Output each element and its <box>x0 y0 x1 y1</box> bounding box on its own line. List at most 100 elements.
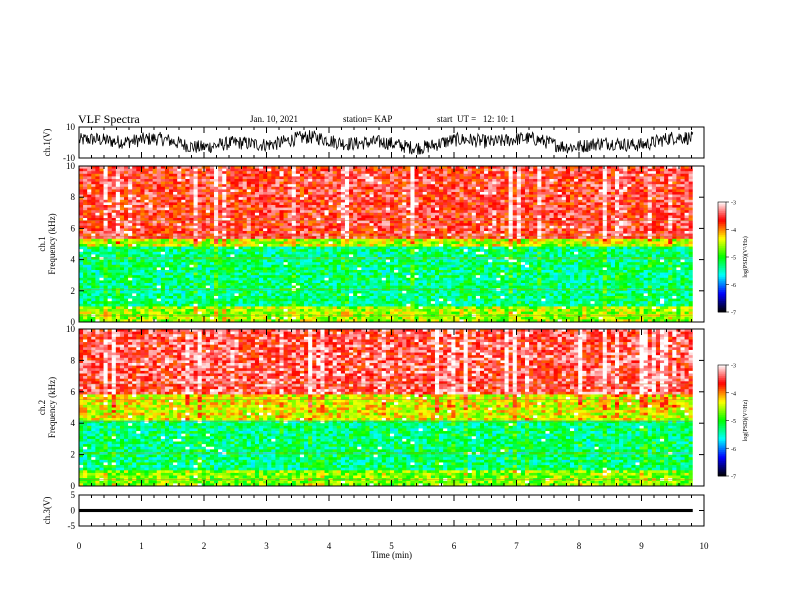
ch1-spectrogram-cell <box>394 225 399 229</box>
ch1-spectrogram-cell <box>250 192 256 195</box>
ch1-spectrogram-cell <box>369 179 374 182</box>
ch1-spectrogram-cell <box>684 197 689 201</box>
ch1-spectrogram-cell <box>124 231 129 234</box>
ch1-spectrogram-cell <box>353 173 358 177</box>
ch1-spectrogram-cell <box>214 228 219 232</box>
ch1-spectrogram-cell <box>643 192 649 195</box>
ch1-spectrogram-cell <box>246 238 252 242</box>
ch1-spectrogram-cell <box>451 241 456 245</box>
ch1-spectrogram-cell <box>586 238 591 242</box>
ch1-spectrogram-cell <box>414 192 419 195</box>
ch1-spectrogram-cell <box>177 181 182 185</box>
ch1-spectrogram-cell <box>320 246 325 250</box>
ch1-spectrogram-cell <box>185 228 190 232</box>
ch1-spectrogram-cell <box>218 179 223 182</box>
ch1-spectrogram-cell <box>385 207 391 211</box>
ch1-spectrogram-cell <box>373 236 378 240</box>
ch1-spectrogram-cell <box>275 212 280 216</box>
ch1-spectrogram-cell <box>504 236 509 240</box>
ch1-spectrogram-cell <box>443 233 448 237</box>
ch1-spectrogram-cell <box>639 210 644 214</box>
ch1-spectrogram-cell <box>361 215 366 219</box>
ch1-spectrogram-cell <box>545 220 550 224</box>
ch1-spectrogram-cell <box>664 202 669 206</box>
ch1-spectrogram-cell <box>299 241 305 245</box>
ch1-spectrogram-cell <box>312 215 317 219</box>
ch1-spectrogram-cell <box>533 215 538 219</box>
ch1-spectrogram-cell <box>304 241 309 245</box>
ch1-spectrogram-cell <box>508 197 514 201</box>
ch1-spectrogram-cell <box>291 244 297 247</box>
ch1-spectrogram-cell <box>406 228 411 232</box>
ch1-spectrogram-cell <box>373 186 378 190</box>
ch1-spectrogram-cell <box>99 186 104 190</box>
ch1-spectrogram-cell <box>664 220 669 224</box>
ch1-spectrogram-cell <box>496 220 501 224</box>
ch1-spectrogram-cell <box>447 168 452 172</box>
ch1-spectrogram-cell <box>144 189 149 193</box>
ch1-spectrogram-cell <box>545 176 550 180</box>
ch1-spectrogram-cell <box>664 192 669 195</box>
ch1-spectrogram-cell <box>287 207 293 211</box>
ch1-spectrogram-cell <box>279 199 284 203</box>
ch1-spectrogram-cell <box>324 238 329 242</box>
ch1-spectrogram-cell <box>218 215 223 219</box>
ch1-spectrogram-cell <box>299 176 305 180</box>
ch1-spectrogram-cell <box>471 197 477 201</box>
ch1-spectrogram-cell <box>471 166 477 169</box>
ch1-spectrogram-cell <box>275 231 280 234</box>
ch1-spectrogram-cell <box>389 184 395 188</box>
ch1-spectrogram-cell <box>524 184 530 188</box>
ch1-spectrogram-cell <box>107 199 113 203</box>
ch1-spectrogram-cell <box>353 179 358 182</box>
ch1-spectrogram-cell <box>361 236 366 240</box>
ch1-spectrogram-cell <box>209 197 215 201</box>
ch1-spectrogram-cell <box>164 192 170 195</box>
ch1-spectrogram-cell <box>344 233 350 237</box>
ch1-spectrogram-cell <box>238 220 243 224</box>
ch1-spectrogram-cell <box>463 168 469 172</box>
ch1-spectrogram-cell <box>340 207 346 211</box>
ch1-spectrogram-cell <box>619 238 624 242</box>
ch1-spectrogram-cell <box>193 205 198 208</box>
ch1-spectrogram-cell <box>336 173 342 177</box>
ch1-spectrogram-cell <box>430 173 436 177</box>
ch1-spectrogram-cell <box>304 186 309 190</box>
ch1-spectrogram-cell <box>148 207 153 211</box>
ch1-spectrogram-cell <box>578 236 583 240</box>
ch1-spectrogram-cell <box>185 205 190 208</box>
ch1-spectrogram-cell <box>263 166 268 169</box>
ch1-spectrogram-cell <box>169 212 174 216</box>
ch1-spectrogram-cell <box>369 246 374 250</box>
ch1-spectrogram-cell <box>655 246 661 250</box>
ch1-spectrogram-cell <box>459 241 464 245</box>
ch1-spectrogram-cell <box>631 218 636 221</box>
ch1-spectrogram-cell <box>156 184 162 188</box>
ch1-spectrogram-cell <box>238 233 243 237</box>
ch1-spectrogram-cell <box>136 233 141 237</box>
ch1-spectrogram-cell <box>574 233 579 237</box>
ch1-spectrogram-cell <box>398 244 403 247</box>
ch1-spectrogram-cell <box>214 241 219 245</box>
ch1-spectrogram-cell <box>467 215 473 219</box>
ch1-spectrogram-cell <box>377 186 383 190</box>
ch1-spectrogram-cell <box>516 186 522 190</box>
ch1-spectrogram-cell <box>381 231 387 234</box>
ch1-spectrogram-cell <box>459 238 464 242</box>
ch1-spectrogram-cell <box>373 166 378 169</box>
ch1-spectrogram-cell <box>242 238 248 242</box>
ch1-spectrogram-cell <box>406 205 411 208</box>
ch1-spectrogram-cell <box>119 238 125 242</box>
ch1-spectrogram-cell <box>148 197 153 201</box>
ch1-spectrogram-cell <box>590 171 595 175</box>
ch1-spectrogram-cell <box>484 241 489 245</box>
ch1-spectrogram-cell <box>381 223 387 227</box>
ch1-spectrogram-cell <box>655 202 661 206</box>
ch1-spectrogram-cell <box>160 205 166 208</box>
ch1-spectrogram-cell <box>660 215 665 219</box>
ch1-spectrogram-cell <box>124 207 129 211</box>
ch1-spectrogram-cell <box>230 236 235 240</box>
ch1-spectrogram-cell <box>320 186 325 190</box>
ch1-spectrogram-cell <box>418 236 423 240</box>
ch1-spectrogram-cell <box>320 220 325 224</box>
